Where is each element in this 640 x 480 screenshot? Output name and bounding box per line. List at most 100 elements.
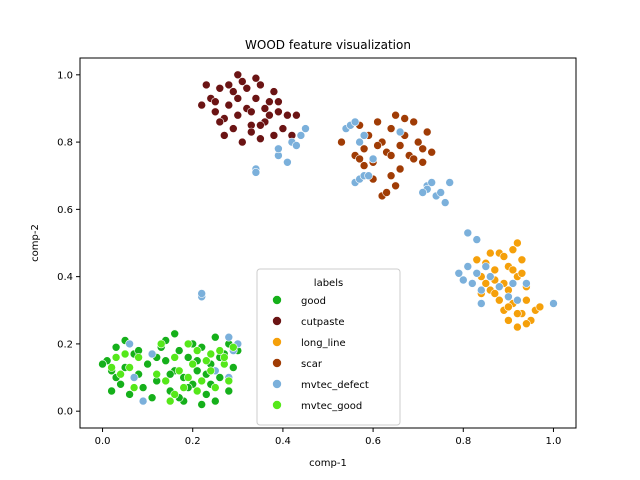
point-mvtec_defect-34	[481, 262, 491, 271]
point-good-49	[211, 396, 220, 406]
point-good-15	[174, 346, 184, 355]
point-long_line-28	[535, 302, 545, 312]
x-tick-label: 0.0	[95, 436, 111, 447]
point-long_line-12	[494, 295, 504, 305]
point-cutpaste-21	[247, 127, 256, 137]
point-long_line-19	[517, 268, 527, 278]
point-mvtec_good-4	[129, 383, 139, 392]
point-good-40	[98, 359, 107, 369]
point-cutpaste-32	[224, 80, 234, 90]
x-axis-label: comp-1	[309, 458, 347, 469]
point-long_line-30	[522, 319, 531, 329]
point-good-33	[170, 329, 179, 339]
point-mvtec_good-15	[197, 376, 206, 386]
point-cutpaste-14	[269, 87, 279, 96]
point-long_line-18	[508, 265, 518, 275]
point-long_line-32	[472, 255, 482, 265]
point-long_line-23	[513, 322, 522, 332]
point-mvtec_good-19	[215, 346, 225, 355]
point-mvtec_good-26	[192, 386, 202, 396]
point-cutpaste-22	[256, 134, 265, 143]
legend-label-long_line: long_line	[301, 338, 346, 349]
point-mvtec_good-16	[202, 356, 211, 366]
point-long_line-33	[481, 279, 491, 288]
point-long_line-29	[513, 309, 522, 318]
point-mvtec_defect-36	[463, 228, 473, 238]
point-mvtec_defect-4	[283, 158, 292, 167]
point-cutpaste-16	[278, 124, 288, 133]
y-tick-label: 0.2	[57, 339, 73, 350]
point-scar-26	[400, 114, 410, 123]
point-good-23	[211, 332, 220, 342]
legend-marker-cutpaste	[272, 316, 282, 326]
point-good-41	[107, 386, 116, 396]
point-scar-22	[391, 181, 400, 191]
point-cutpaste-5	[229, 87, 238, 96]
point-scar-21	[386, 171, 396, 180]
point-mvtec_defect-7	[296, 131, 306, 140]
point-scar-25	[359, 161, 369, 170]
legend-title: labels	[314, 278, 343, 289]
point-mvtec_defect-46	[197, 289, 206, 298]
point-good-26	[224, 386, 234, 396]
point-long_line-11	[485, 248, 495, 258]
y-tick-label: 0.4	[57, 272, 73, 283]
point-mvtec_good-13	[188, 359, 197, 369]
point-long_line-31	[504, 302, 513, 312]
point-mvtec_defect-22	[427, 178, 437, 187]
point-cutpaste-26	[242, 84, 252, 93]
legend-marker-good	[272, 295, 282, 305]
point-mvtec_defect-27	[418, 188, 428, 197]
point-scar-6	[373, 117, 382, 127]
point-mvtec_defect-6	[292, 141, 301, 150]
point-cutpaste-25	[233, 94, 243, 103]
point-cutpaste-20	[238, 137, 247, 147]
point-mvtec_good-0	[107, 363, 116, 372]
point-scar-31	[386, 151, 396, 160]
point-cutpaste-19	[229, 124, 238, 133]
point-cutpaste-7	[238, 77, 247, 86]
point-mvtec_defect-51	[129, 373, 139, 382]
point-mvtec_defect-35	[485, 272, 495, 281]
point-cutpaste-18	[220, 131, 229, 140]
point-mvtec_defect-38	[476, 299, 486, 308]
point-good-32	[161, 356, 170, 366]
y-tick-label: 0.0	[57, 407, 73, 418]
point-mvtec_defect-13	[359, 131, 369, 140]
point-good-17	[183, 353, 193, 362]
point-mvtec_good-27	[206, 349, 216, 359]
point-cutpaste-36	[269, 131, 279, 140]
point-scar-9	[386, 124, 396, 133]
point-cutpaste-15	[274, 107, 283, 117]
point-mvtec_defect-19	[395, 127, 405, 137]
chart-title: WOOD feature visualization	[245, 38, 411, 52]
point-mvtec_good-18	[211, 383, 220, 392]
point-mvtec_good-25	[183, 373, 193, 382]
point-good-8	[138, 383, 148, 392]
point-mvtec_defect-39	[494, 282, 504, 292]
point-scar-11	[395, 141, 405, 150]
plot-frame	[79, 57, 577, 429]
legend-box	[256, 268, 401, 426]
y-tick-label: 0.8	[57, 138, 73, 149]
point-long_line-25	[522, 295, 531, 305]
point-cutpaste-39	[197, 100, 206, 110]
point-cutpaste-4	[224, 100, 234, 110]
plot-marks	[98, 70, 558, 409]
point-mvtec_defect-17	[364, 171, 373, 180]
legend-label-mvtec_defect: mvtec_defect	[301, 380, 369, 391]
legend-label-mvtec_good: mvtec_good	[301, 401, 362, 412]
point-mvtec_defect-18	[368, 154, 378, 164]
legend-marker-long_line	[272, 337, 282, 347]
point-mvtec_defect-29	[458, 275, 468, 285]
point-cutpaste-23	[260, 104, 270, 113]
point-good-31	[147, 393, 157, 403]
point-mvtec_good-23	[152, 369, 161, 379]
point-mvtec_defect-30	[463, 262, 473, 271]
point-scar-27	[409, 154, 419, 164]
point-mvtec_good-12	[183, 339, 193, 349]
legend-label-scar: scar	[301, 359, 323, 370]
point-cutpaste-17	[283, 110, 292, 120]
point-scar-29	[355, 154, 364, 164]
